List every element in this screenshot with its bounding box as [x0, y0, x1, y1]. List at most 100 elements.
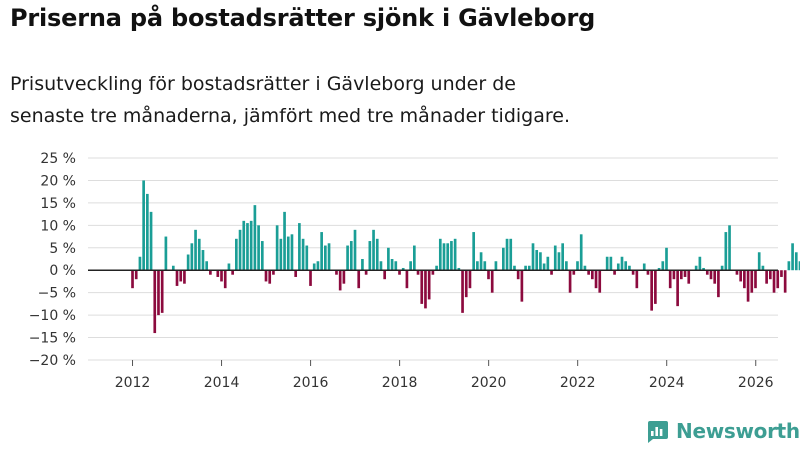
bar: [387, 247, 390, 271]
bar: [772, 270, 776, 293]
bar: [349, 241, 353, 271]
bar: [335, 270, 338, 275]
x-tick-label: 2026: [738, 375, 774, 391]
bar: [705, 270, 709, 275]
bar: [754, 270, 757, 289]
bar: [661, 261, 665, 271]
bar: [579, 234, 583, 271]
bar: [698, 256, 702, 271]
bar: [216, 270, 220, 277]
bar: [160, 270, 164, 313]
bar: [453, 238, 457, 271]
bar: [616, 263, 620, 271]
bar: [309, 270, 312, 286]
bar: [590, 270, 594, 280]
bar: [476, 261, 479, 271]
bar: [372, 229, 375, 271]
bar: [405, 270, 409, 289]
bar: [494, 261, 498, 271]
bar: [509, 238, 513, 271]
bar: [631, 270, 635, 275]
bar: [301, 238, 305, 271]
newsworthy-logo[interactable]: Newsworthy: [645, 419, 800, 443]
bar: [687, 270, 691, 284]
bar: [398, 270, 401, 275]
bar: [435, 265, 438, 271]
newsworthy-logo-text: Newsworthy: [676, 419, 800, 443]
bar: [390, 259, 394, 271]
bar: [275, 225, 279, 271]
bar: [539, 252, 542, 271]
bar: [257, 225, 260, 271]
bar: [717, 270, 720, 298]
bar: [253, 205, 257, 271]
bar: [413, 245, 416, 271]
bar: [298, 223, 301, 271]
bar: [542, 263, 546, 271]
bar: [787, 261, 791, 271]
bar: [598, 270, 602, 293]
bar: [186, 254, 190, 271]
bar: [505, 238, 509, 271]
bar: [438, 238, 442, 271]
bar: [468, 270, 472, 289]
y-tick-label: −15 %: [29, 331, 76, 347]
bar: [401, 267, 405, 271]
bar: [535, 250, 539, 271]
bar: [487, 270, 490, 280]
bar: [483, 261, 487, 271]
bar: [194, 229, 197, 271]
bar: [179, 270, 183, 282]
bar: [272, 270, 275, 275]
bar: [394, 261, 398, 271]
bar: [220, 270, 223, 282]
bar: [565, 261, 568, 271]
bar: [157, 270, 160, 316]
bar: [431, 270, 435, 275]
bar: [383, 270, 387, 280]
bar: [327, 243, 331, 271]
bar: [516, 270, 520, 280]
x-tick-label: 2014: [204, 375, 240, 391]
bar: [209, 270, 212, 275]
bar: [242, 220, 246, 271]
bar: [316, 261, 320, 271]
bar: [646, 270, 650, 275]
bar: [576, 261, 579, 271]
bar: [364, 270, 368, 275]
bar: [238, 229, 242, 271]
bar: [761, 265, 765, 271]
bar: [479, 252, 483, 271]
bar: [665, 247, 668, 271]
bar: [553, 245, 557, 271]
bar: [720, 265, 724, 271]
bar: [149, 211, 153, 271]
bar: [572, 270, 576, 275]
bar: [642, 263, 646, 271]
y-tick-label: 25 %: [40, 151, 76, 167]
bar: [668, 270, 672, 289]
x-tick-label: 2016: [293, 375, 329, 391]
bar: [776, 270, 780, 289]
bar: [294, 270, 298, 277]
x-tick-label: 2012: [115, 375, 151, 391]
bar: [138, 256, 142, 271]
bar: [624, 261, 628, 271]
bar: [368, 241, 372, 271]
bar: [249, 220, 253, 271]
bar: [568, 270, 572, 293]
bar: [286, 236, 290, 271]
bar: [190, 243, 194, 271]
bar: [416, 270, 420, 275]
bar: [164, 236, 168, 271]
x-tick-label: 2024: [649, 375, 685, 391]
bar: [338, 270, 342, 291]
bar: [142, 180, 145, 271]
bar: [587, 270, 590, 275]
bar: [750, 270, 754, 293]
bar: [146, 193, 149, 271]
bar: [246, 223, 249, 271]
bar: [657, 267, 661, 271]
bar: [205, 261, 209, 271]
bar: [557, 252, 561, 271]
